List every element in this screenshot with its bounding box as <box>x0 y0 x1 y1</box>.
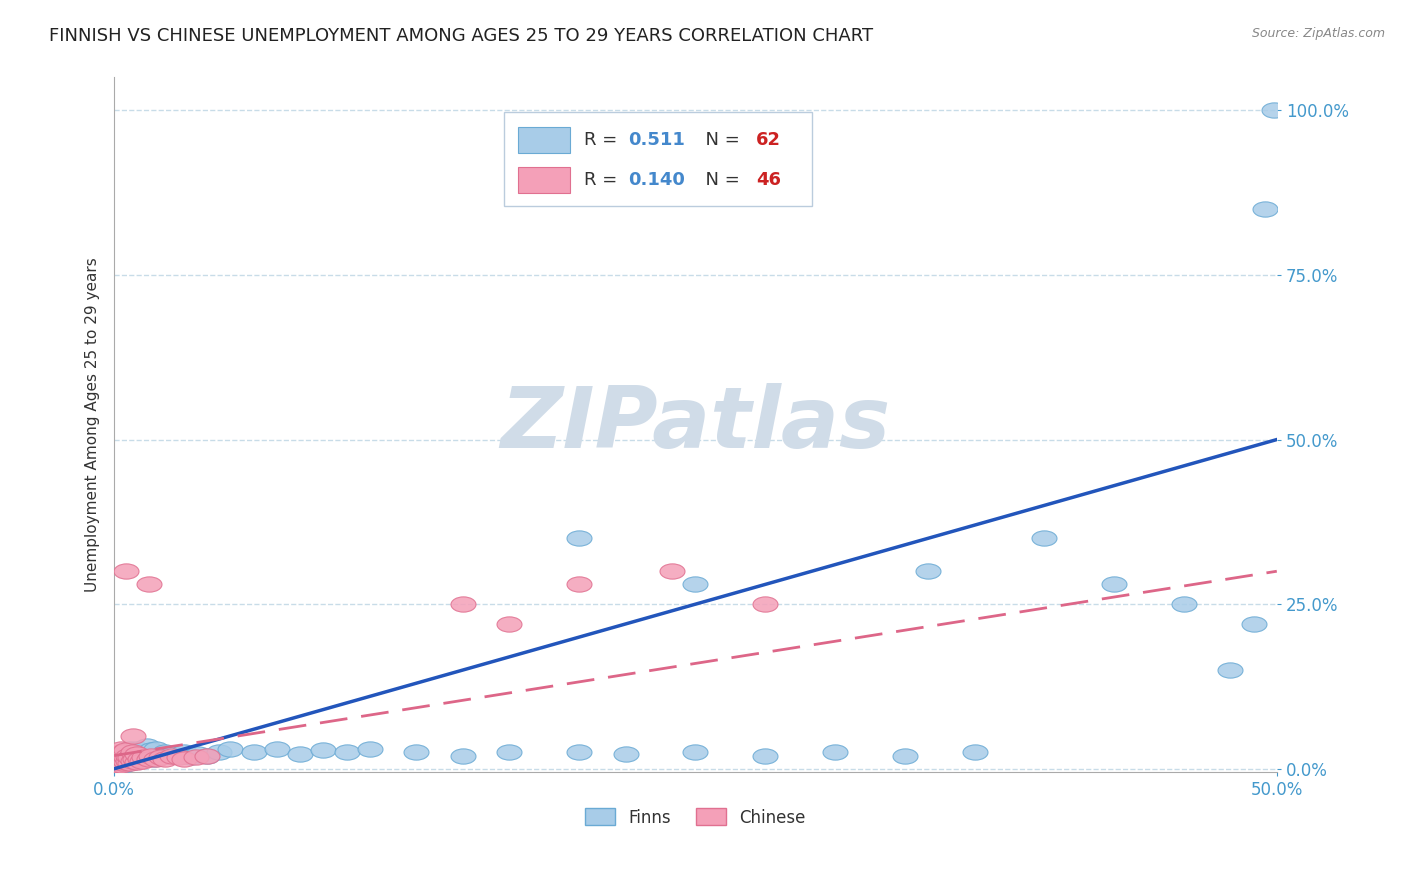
Text: Source: ZipAtlas.com: Source: ZipAtlas.com <box>1251 27 1385 40</box>
FancyBboxPatch shape <box>517 128 569 153</box>
Text: 0.511: 0.511 <box>628 131 685 149</box>
Text: 0.140: 0.140 <box>628 170 685 189</box>
Legend: Finns, Chinese: Finns, Chinese <box>578 802 813 833</box>
Text: 46: 46 <box>756 170 780 189</box>
Text: R =: R = <box>583 131 623 149</box>
Text: 62: 62 <box>756 131 780 149</box>
FancyBboxPatch shape <box>517 167 569 193</box>
FancyBboxPatch shape <box>503 112 811 206</box>
Text: ZIPatlas: ZIPatlas <box>501 384 890 467</box>
Text: FINNISH VS CHINESE UNEMPLOYMENT AMONG AGES 25 TO 29 YEARS CORRELATION CHART: FINNISH VS CHINESE UNEMPLOYMENT AMONG AG… <box>49 27 873 45</box>
Text: N =: N = <box>695 170 745 189</box>
Text: R =: R = <box>583 170 623 189</box>
Y-axis label: Unemployment Among Ages 25 to 29 years: Unemployment Among Ages 25 to 29 years <box>86 258 100 592</box>
Text: N =: N = <box>695 131 745 149</box>
